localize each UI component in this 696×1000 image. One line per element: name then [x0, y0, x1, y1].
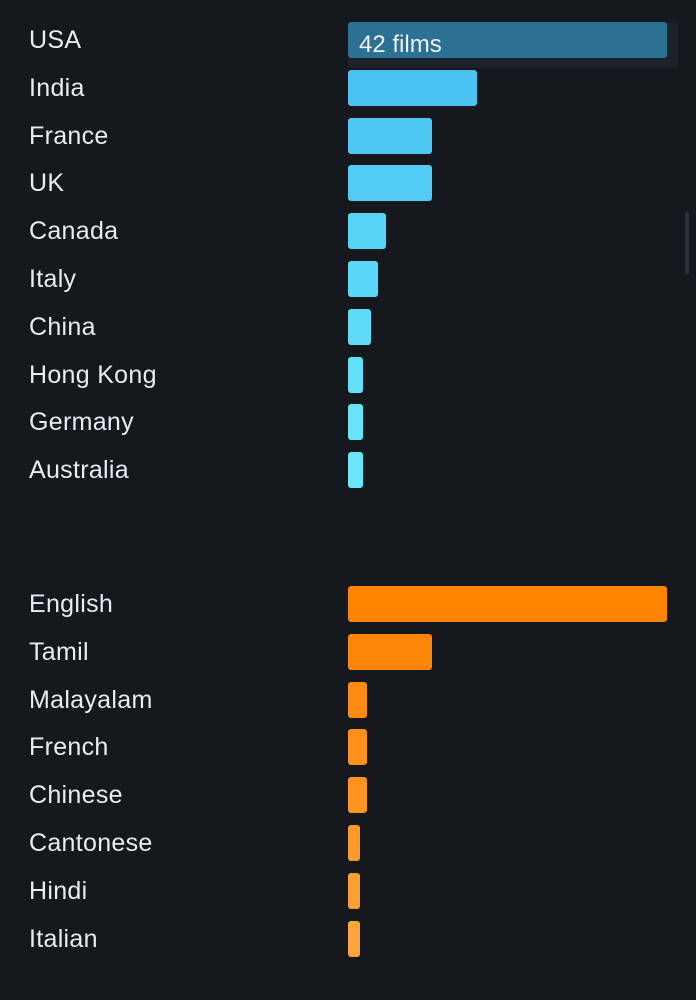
- country-label: UK: [29, 169, 65, 198]
- country-label: Australia: [29, 456, 129, 485]
- country-row-australia[interactable]: Australia: [0, 450, 696, 498]
- country-label: Canada: [29, 217, 119, 246]
- country-row-france[interactable]: France: [0, 116, 696, 164]
- country-label: USA: [29, 26, 82, 54]
- language-label: Malayalam: [29, 685, 153, 714]
- country-bar-india[interactable]: [348, 69, 477, 106]
- country-bar-usa[interactable]: 42 films: [348, 22, 667, 58]
- country-label: France: [29, 121, 109, 150]
- country-bar-hong-kong[interactable]: [348, 356, 363, 393]
- country-bar-china[interactable]: [348, 308, 371, 345]
- language-bar-malayalam[interactable]: [348, 681, 367, 718]
- country-bar-france[interactable]: [348, 117, 432, 154]
- country-label: Italy: [29, 265, 77, 293]
- language-label: French: [29, 733, 109, 762]
- language-label: Italian: [29, 924, 98, 953]
- country-bar-italy[interactable]: [348, 261, 378, 297]
- language-row-malayalam[interactable]: Malayalam: [0, 680, 696, 728]
- language-row-english[interactable]: English: [0, 584, 696, 632]
- country-row-china[interactable]: China: [0, 307, 696, 355]
- language-row-cantonese[interactable]: Cantonese: [0, 823, 696, 871]
- scrollbar[interactable]: [685, 212, 689, 274]
- language-bar-hindi[interactable]: [348, 872, 360, 909]
- language-row-hindi[interactable]: Hindi: [0, 871, 696, 919]
- country-row-india[interactable]: India: [0, 68, 696, 116]
- language-bar-english[interactable]: [348, 586, 667, 622]
- country-row-italy[interactable]: Italy: [0, 259, 696, 307]
- language-label: English: [29, 590, 114, 618]
- language-bar-cantonese[interactable]: [348, 825, 360, 861]
- country-row-germany[interactable]: Germany: [0, 402, 696, 450]
- country-value-tooltip: 42 films: [359, 31, 442, 58]
- language-label: Cantonese: [29, 829, 153, 857]
- country-row-uk[interactable]: UK: [0, 163, 696, 211]
- language-row-italian[interactable]: Italian: [0, 919, 696, 967]
- language-bar-chinese[interactable]: [348, 777, 367, 814]
- language-label: Tamil: [29, 637, 89, 666]
- language-bar-tamil[interactable]: [348, 633, 432, 670]
- language-row-chinese[interactable]: Chinese: [0, 775, 696, 823]
- country-row-usa[interactable]: USA 42 films: [0, 20, 696, 68]
- country-label: Hong Kong: [29, 360, 157, 389]
- country-label: China: [29, 312, 96, 341]
- country-label: Germany: [29, 408, 134, 437]
- language-bar-french[interactable]: [348, 729, 367, 766]
- language-row-french[interactable]: French: [0, 727, 696, 775]
- country-bar-uk[interactable]: [348, 165, 432, 202]
- country-row-canada[interactable]: Canada: [0, 211, 696, 259]
- country-label: India: [29, 73, 85, 102]
- country-bar-canada[interactable]: [348, 213, 386, 250]
- language-row-tamil[interactable]: Tamil: [0, 632, 696, 680]
- country-bar-germany[interactable]: [348, 404, 363, 441]
- language-bar-italian[interactable]: [348, 920, 360, 957]
- country-row-hong-kong[interactable]: Hong Kong: [0, 355, 696, 403]
- country-bar-australia[interactable]: [348, 452, 363, 489]
- language-label: Hindi: [29, 876, 88, 905]
- language-label: Chinese: [29, 781, 123, 810]
